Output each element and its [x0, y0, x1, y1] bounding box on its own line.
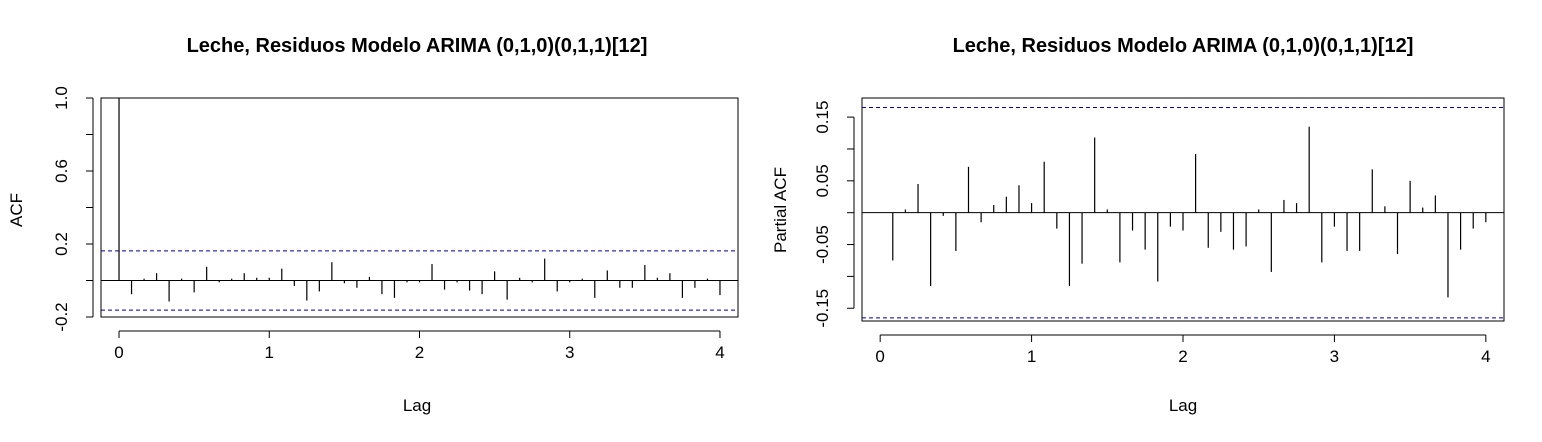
- acf-chart-title: Leche, Residuos Modelo ARIMA (0,1,0)(0,1…: [187, 35, 648, 57]
- acf-y-axis-label: ACF: [7, 193, 26, 227]
- acf-y-tick-label: 0.6: [52, 159, 71, 183]
- pacf-x-tick-label: 2: [1178, 347, 1187, 366]
- acf-y-tick-label: -0.2: [52, 302, 71, 331]
- acf-x-tick-label: 0: [114, 343, 123, 362]
- pacf-y-tick-label: -0.05: [813, 225, 832, 264]
- pacf-chart: Leche, Residuos Modelo ARIMA (0,1,0)(0,1…: [771, 35, 1505, 415]
- pacf-x-tick-label: 0: [875, 347, 884, 366]
- pacf-y-tick-label: 0.05: [813, 164, 832, 197]
- pacf-plot-frame: [861, 97, 1505, 322]
- pacf-plot-area: 0 1 2 3 4 -0.15 -0.05 0.05 0.15: [813, 97, 1505, 366]
- acf-x-tick-label: 1: [265, 343, 274, 362]
- acf-plot-area: 0 1 2 3 4 -0.2 0.2 0.6 1.0: [52, 86, 739, 362]
- pacf-chart-title: Leche, Residuos Modelo ARIMA (0,1,0)(0,1…: [953, 35, 1414, 57]
- pacf-y-tick-label: 0.15: [813, 101, 832, 134]
- acf-y-tick-label: 0.2: [52, 232, 71, 256]
- acf-plot-frame: [100, 97, 739, 318]
- pacf-y-axis-label: Partial ACF: [771, 167, 790, 253]
- pacf-y-tick-label: -0.15: [813, 289, 832, 328]
- pacf-x-tick-label: 3: [1330, 347, 1339, 366]
- acf-x-tick-label: 4: [715, 343, 724, 362]
- acf-x-axis-label: Lag: [403, 396, 431, 415]
- pacf-x-tick-label: 1: [1027, 347, 1036, 366]
- pacf-x-tick-label: 4: [1481, 347, 1490, 366]
- acf-y-tick-label: 1.0: [52, 86, 71, 110]
- acf-x-tick-label: 3: [565, 343, 574, 362]
- acf-chart: Leche, Residuos Modelo ARIMA (0,1,0)(0,1…: [7, 35, 739, 415]
- pacf-x-axis-label: Lag: [1169, 396, 1197, 415]
- acf-x-tick-label: 2: [415, 343, 424, 362]
